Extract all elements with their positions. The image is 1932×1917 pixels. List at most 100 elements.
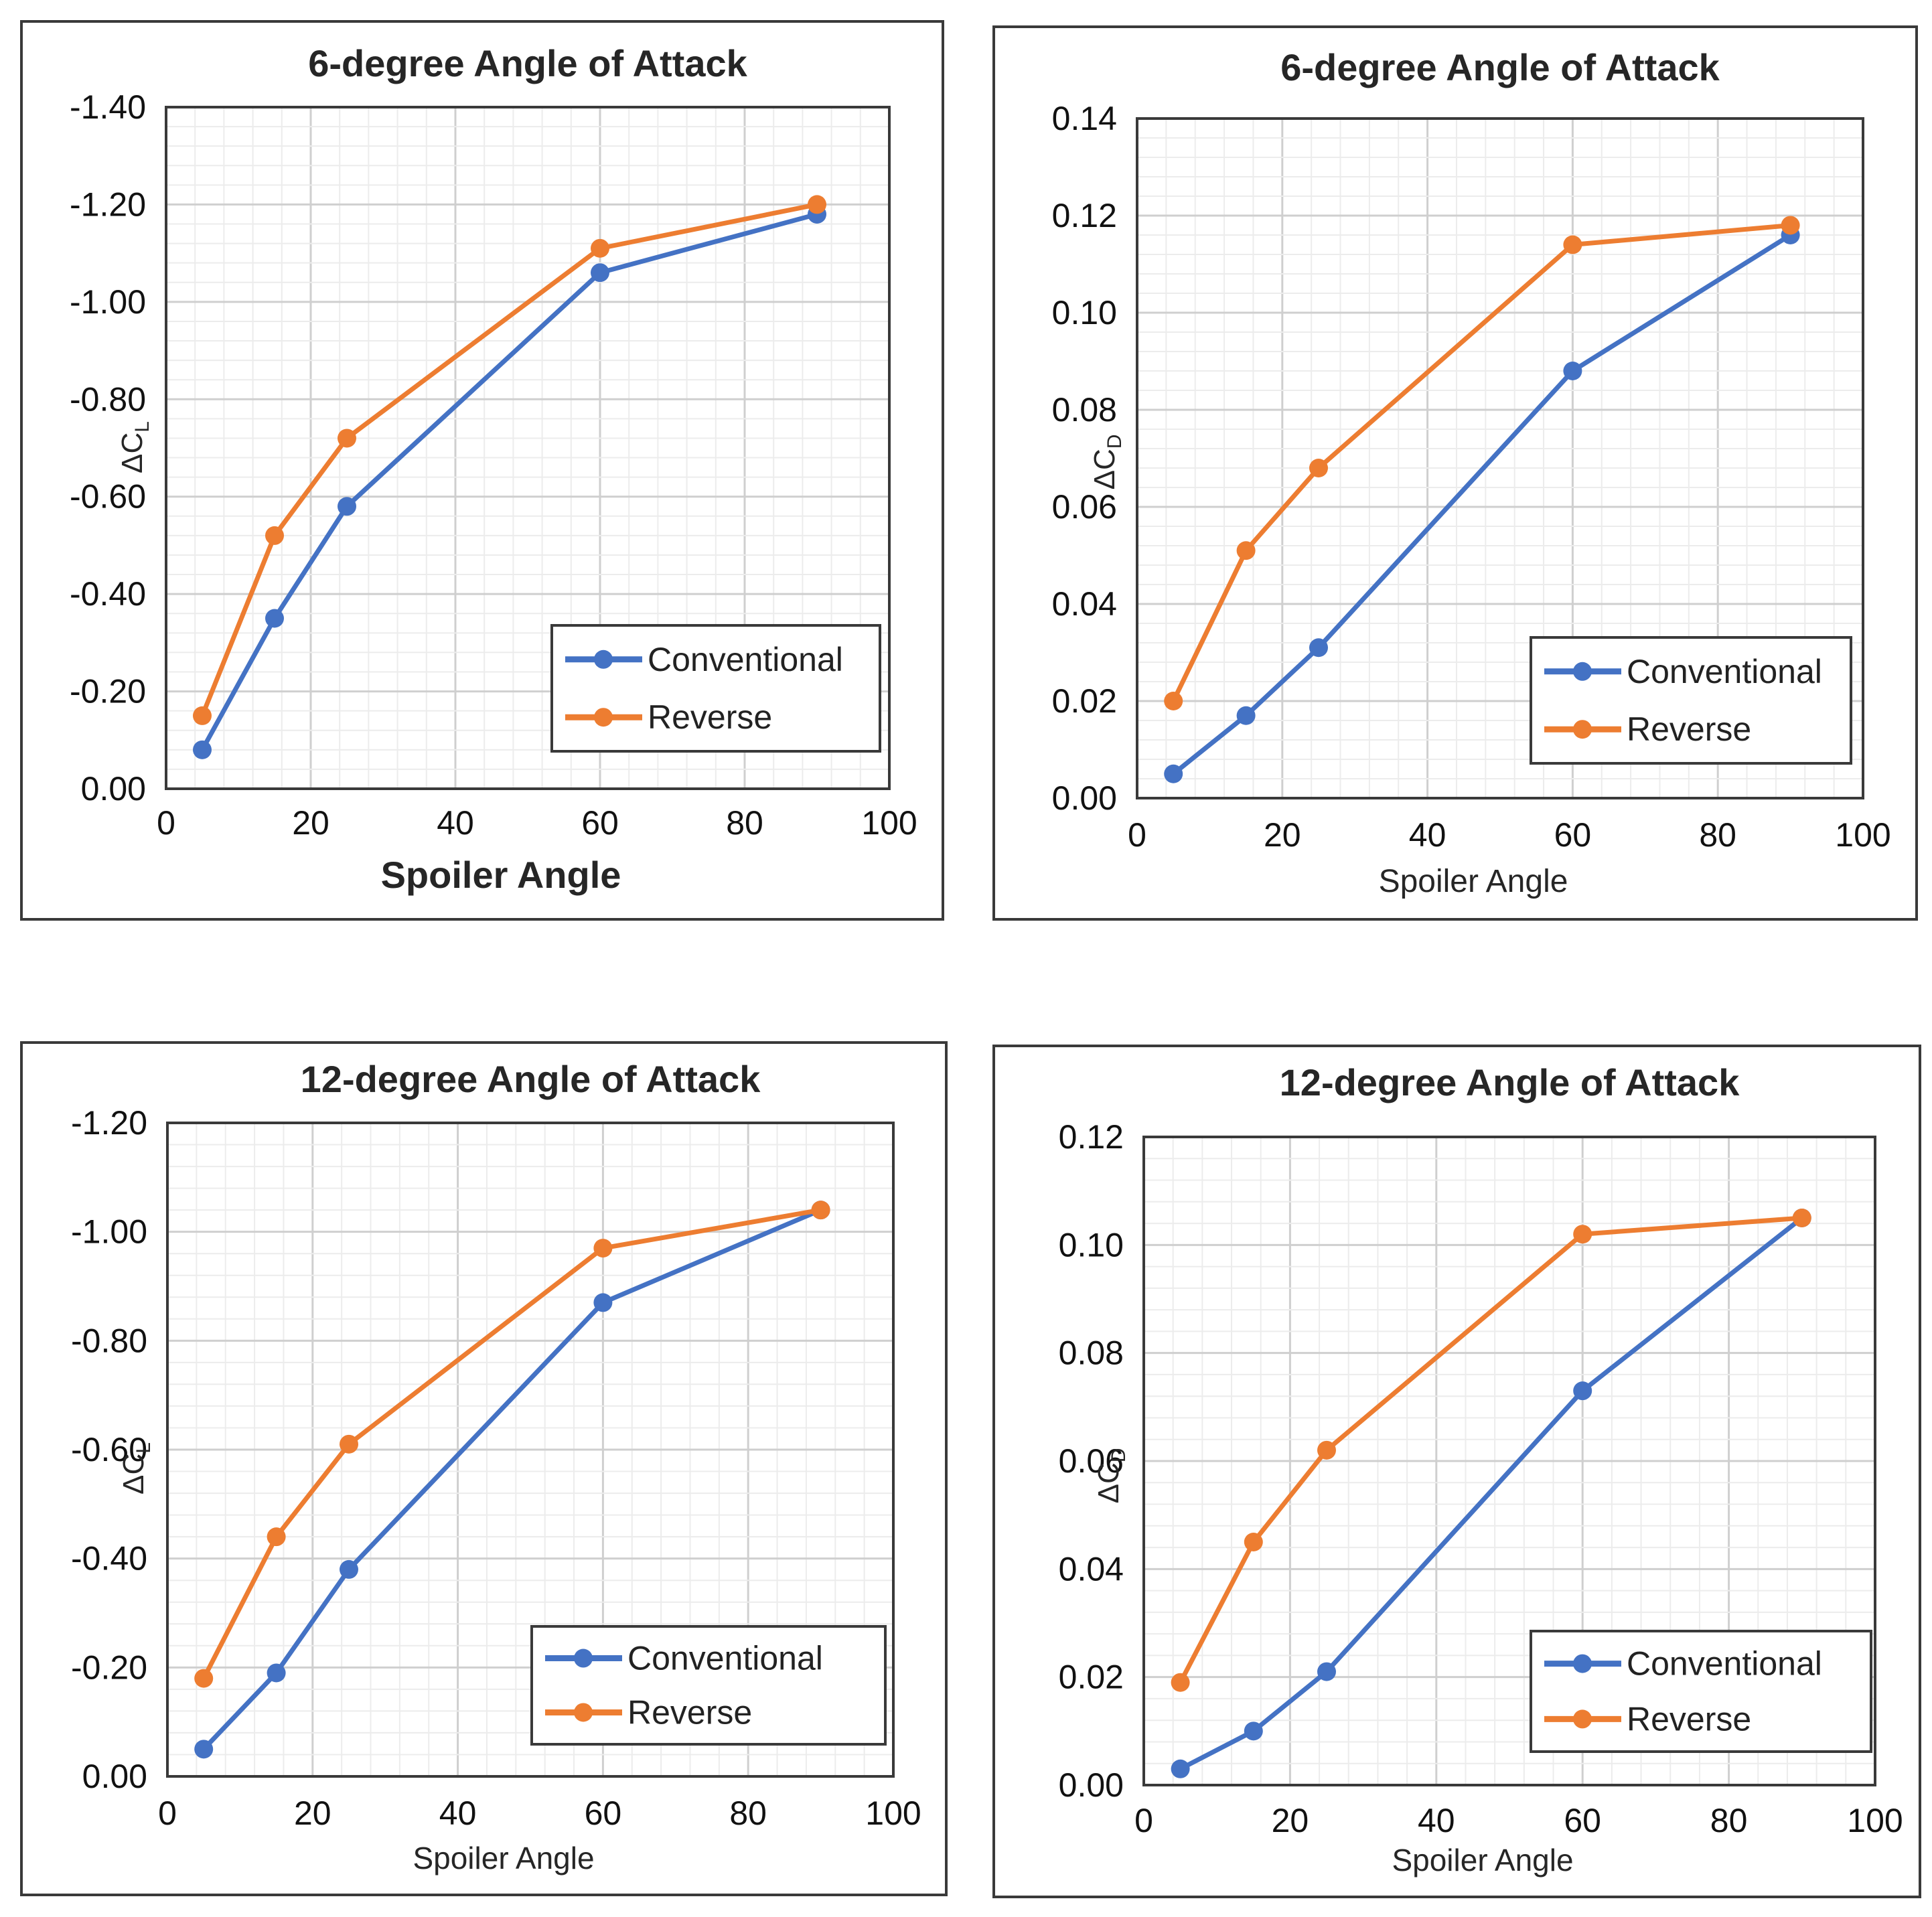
chart-2-legend-label-conventional: Conventional [1627,653,1822,690]
chart-1-data-point-conventional [591,263,609,283]
chart-2-svg: 6-degree Angle of Attack 0 20 40 60 80 100 0.00… [1052,46,1891,899]
chart-3-x-tick-label: 20 [294,1794,331,1832]
chart-4-x-tick-label: 40 [1418,1802,1455,1839]
chart-1-legend-marker-conventional [594,649,613,669]
chart-1-title: 6-degree Angle of Attack [308,42,747,84]
chart-3-series-line-reverse [202,1207,822,1680]
chart-3-x-tick-label: 60 [585,1794,622,1832]
chart-3-plot-area [166,1122,895,1778]
chart-4-y-tick-label: 0.02 [1059,1659,1124,1696]
chart-1-y-tick-label: -1.00 [70,283,146,321]
chart-1-data-point-reverse [591,238,609,258]
chart-2-legend-label-reverse: Reverse [1627,710,1751,748]
chart-1-x-tick-label: 20 [292,804,329,842]
chart-3-data-point-conventional [340,1559,358,1579]
chart-2-data-point-reverse [1164,692,1183,710]
chart-4-y-tick-label: 0.06 [1059,1442,1124,1480]
chart-2-y-tick-label: 0.06 [1052,488,1117,526]
chart-3-y-axis-title: ΔCL [117,1442,155,1494]
chart-2-x-tick-label: 100 [1835,816,1890,854]
chart-2-x-tick-label: 40 [1409,816,1446,854]
chart-2-data-point-reverse [1309,459,1328,477]
chart-3-x-axis-title: Spoiler Angle [413,1841,594,1875]
chart-2-data-point-conventional [1164,764,1183,783]
chart-4-data-point-reverse [1244,1533,1263,1551]
chart-2-y-tick-label: 0.14 [1052,100,1117,137]
chart-1-y-tick-label: -0.80 [70,380,146,418]
chart-4-data-point-conventional [1171,1759,1190,1778]
chart-2-data-point-conventional [1309,638,1328,658]
chart-2-title: 6-degree Angle of Attack [1280,46,1720,88]
chart-1-legend-label-conventional: Conventional [648,641,843,678]
chart-1-data-point-reverse [338,429,356,448]
chart-1-plot-area [165,106,891,790]
chart-3-x-tick-label: 40 [439,1794,477,1832]
chart-3-y-tick-label: -0.40 [71,1540,147,1578]
chart-4-data-point-conventional [1244,1721,1263,1741]
chart-4-y-tick-label: 0.10 [1059,1226,1124,1263]
chart-4-y-tick-label: 0.08 [1059,1334,1124,1372]
chart-4-y-tick-label: 0.12 [1059,1118,1124,1156]
chart-1-y-tick-label: -0.60 [70,478,146,516]
chart-2-legend-marker-reverse [1573,720,1592,739]
chart-1-y-axis-title: ΔCL [116,421,153,473]
chart-4-data-point-conventional [1573,1381,1592,1401]
chart-4-legend-marker-reverse [1573,1709,1592,1729]
chart-2-series-line-reverse [1171,223,1791,702]
chart-1-y-tick-label: -1.20 [70,185,146,223]
chart-2-y-tick-label: 0.10 [1052,294,1117,331]
chart-2-data-point-reverse [1563,235,1582,254]
chart-1-data-point-reverse [265,526,284,545]
chart-1-data-point-reverse [808,195,826,214]
chart-2-data-point-conventional [1563,362,1582,380]
chart-4-data-point-reverse [1171,1673,1190,1692]
chart-1-svg: 6-degree Angle of Attack 0 20 40 60 80 100 0.00… [70,42,917,896]
chart-4-data-point-reverse [1573,1225,1592,1244]
chart-4-x-tick-label: 20 [1272,1802,1309,1839]
chart-1-y-tick-label: -0.40 [70,575,146,613]
chart-2-x-axis-title: Spoiler Angle [1379,864,1568,899]
chart-1-y-tick-label: 0.00 [81,770,146,808]
chart-3-y-tick-label: -0.20 [71,1648,147,1686]
chart-3-data-point-reverse [267,1527,286,1547]
chart-4-legend-marker-conventional [1573,1654,1592,1673]
chart-2-x-tick-label: 20 [1264,816,1301,854]
chart-1-x-tick-label: 0 [157,804,175,842]
chart-3-data-point-reverse [593,1239,613,1258]
chart-2-data-point-reverse [1781,216,1800,235]
chart-1-data-point-conventional [265,609,284,628]
chart-1-x-axis-title: Spoiler Angle [381,854,621,896]
chart-3-data-point-conventional [267,1663,286,1683]
chart-1-x-tick-label: 60 [581,804,619,842]
chart-2-y-tick-label: 0.02 [1052,682,1117,720]
chart-4-y-tick-label: 0.00 [1059,1766,1124,1804]
chart-4-data-point-conventional [1317,1662,1336,1681]
chart-4-plot-area [1142,1136,1876,1786]
chart-panel-2: 6-degree Angle of Attack 0 20 40 60 80 100 0.00… [992,25,1918,921]
chart-4-svg: 12-degree Angle of Attack 0 20 40 60 80 100 0.0… [1059,1061,1903,1877]
chart-2-y-tick-label: 0.00 [1052,779,1117,817]
chart-2-legend-marker-conventional [1573,662,1592,681]
chart-3-y-tick-label: -0.60 [71,1431,147,1468]
chart-4-data-point-reverse [1317,1440,1336,1460]
chart-2-y-axis-title: ΔCD [1088,435,1126,490]
chart-3-x-tick-label: 100 [865,1794,921,1832]
chart-4-title: 12-degree Angle of Attack [1280,1061,1740,1103]
chart-1-legend-marker-reverse [594,708,613,727]
chart-2-y-tick-label: 0.04 [1052,585,1117,623]
chart-4-x-tick-label: 60 [1564,1802,1601,1839]
chart-1-y-tick-label: -0.20 [70,673,146,710]
chart-panel-1: 6-degree Angle of Attack 0 20 40 60 80 100 0.00… [20,20,944,921]
chart-4-x-tick-label: 0 [1134,1802,1153,1839]
chart-3-svg: 12-degree Angle of Attack 0 20 40 60 80 100 0.0… [71,1058,921,1875]
chart-1-data-point-conventional [338,497,356,516]
chart-4-legend [1530,1630,1872,1753]
chart-3-x-tick-label: 80 [729,1794,767,1832]
chart-3-y-tick-label: 0.00 [82,1758,147,1795]
chart-3-data-point-reverse [194,1669,214,1688]
chart-4-y-axis-title: ΔCD [1092,1448,1130,1504]
chart-3-legend-marker-conventional [574,1648,593,1668]
chart-3-title: 12-degree Angle of Attack [301,1058,761,1100]
chart-2-data-point-reverse [1236,541,1256,560]
chart-4-legend-label-reverse: Reverse [1627,1700,1751,1738]
